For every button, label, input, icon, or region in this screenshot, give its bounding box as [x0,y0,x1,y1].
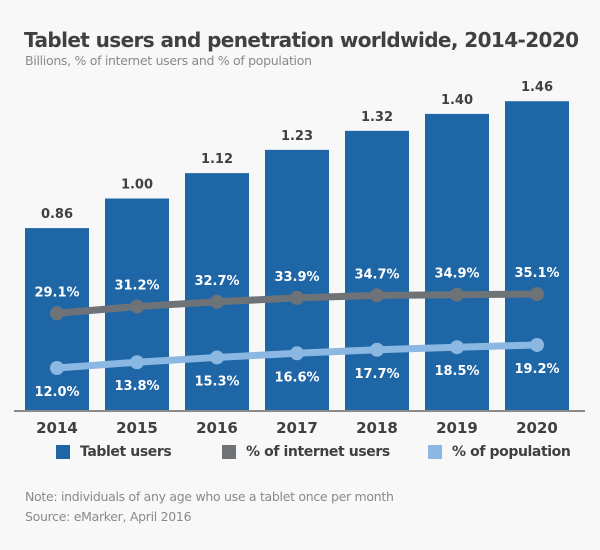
line-value-label: 31.2% [114,279,159,294]
bar-value-label: 1.32 [361,110,393,125]
legend-item-population: % of population [428,444,571,460]
bar-value-label: 1.40 [441,93,473,108]
x-tick-label: 2017 [276,419,318,437]
chart-note: Note: individuals of any age who use a t… [25,489,394,504]
x-tick-label: 2014 [36,419,78,437]
line-point [450,340,464,355]
bar-value-label: 1.12 [201,152,233,167]
line-value-label: 16.6% [274,370,319,385]
line-point [210,350,224,365]
line-point [370,288,384,303]
line-point [290,290,304,305]
line-value-label: 32.7% [194,274,239,289]
chart-subtitle: Billions, % of internet users and % of p… [25,53,312,68]
line-point [210,294,224,309]
bar-2016 [185,173,249,410]
legend-label: Tablet users [80,444,172,460]
bar-value-label: 1.00 [121,178,153,193]
line-point [530,337,544,352]
bar-value-label: 0.86 [41,207,73,222]
legend-item-tablet-users: Tablet users [56,444,172,460]
legend: Tablet users % of internet users % of po… [0,444,600,464]
line-point [290,346,304,361]
line-point [130,355,144,370]
line-value-label: 17.7% [354,367,399,382]
line-value-label: 35.1% [514,266,559,281]
line-value-label: 33.9% [274,270,319,285]
legend-label: % of population [452,444,571,460]
line-value-label: 13.8% [114,379,159,394]
bar-value-label: 1.46 [521,80,553,95]
x-tick-label: 2018 [356,419,398,437]
x-tick-label: 2019 [436,419,478,437]
line-value-label: 34.9% [434,267,479,282]
line-point [370,342,384,357]
line-point [450,287,464,302]
bar-2018 [345,130,409,410]
line-point [50,361,64,375]
bar-value-label: 1.23 [281,129,313,144]
x-tick-label: 2020 [516,419,558,437]
line-value-label: 15.3% [194,374,239,389]
legend-swatch [428,445,442,459]
legend-swatch [222,445,236,459]
bar-2019 [425,113,489,411]
chart-source: Source: eMarker, April 2016 [25,509,192,524]
bar-2017 [265,149,329,411]
line-point [530,287,544,302]
line-point [130,299,144,314]
line-value-label: 19.2% [514,362,559,377]
chart-title: Tablet users and penetration worldwide, … [24,28,579,52]
legend-label: % of internet users [246,444,390,460]
line-value-label: 18.5% [434,364,479,379]
line-value-label: 34.7% [354,267,399,282]
legend-item-internet-users: % of internet users [222,444,390,460]
line-point [50,306,64,321]
x-tick-label: 2015 [116,419,158,437]
line-value-label: 29.1% [34,285,79,300]
chart: 0.86 1.00 1.12 1.23 1.32 1.40 1.46 2014 2015 2016… [14,80,585,437]
legend-swatch [56,445,70,459]
line-value-label: 12.0% [34,385,79,400]
bar-2020 [505,101,569,411]
x-tick-label: 2016 [196,419,238,437]
